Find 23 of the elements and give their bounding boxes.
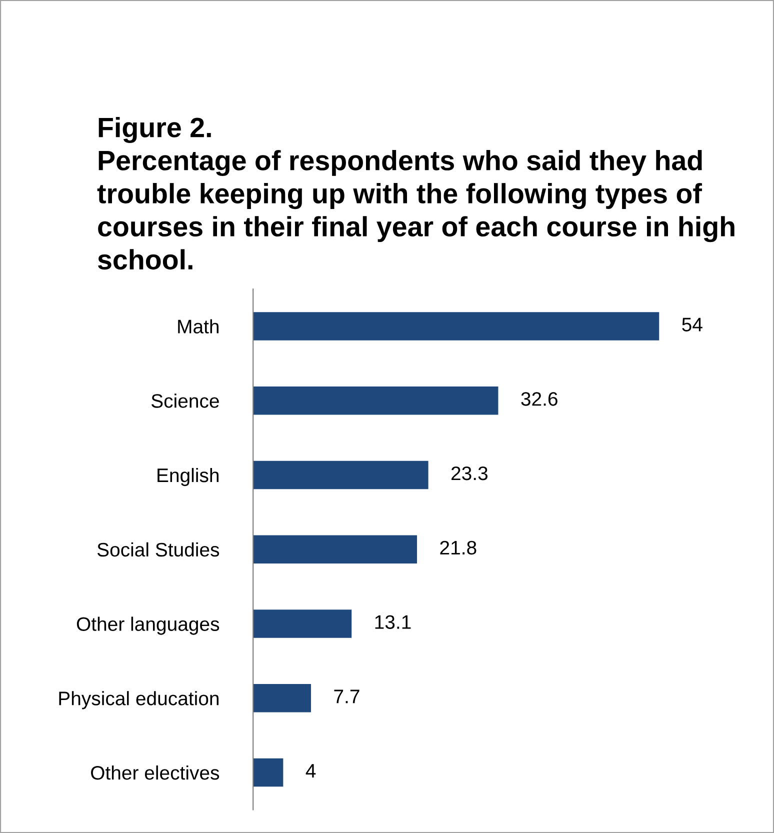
bar — [253, 386, 498, 415]
chart-subtitle: Percentage of respondents who said they had trouble keeping up with the following types of courses in their final year of each course in high school. — [97, 150, 734, 270]
y-tick-label: Math — [178, 319, 219, 334]
chart-title: Figure 2. — [98, 116, 211, 144]
y-tick-label: Physical education — [59, 691, 219, 710]
y-tick-label: Other languages — [76, 616, 220, 635]
bar — [253, 535, 418, 564]
bar — [253, 684, 311, 712]
y-tick-label: Science — [151, 394, 219, 408]
bar — [253, 460, 428, 490]
data-label: 54 — [682, 318, 702, 332]
bar — [253, 758, 284, 787]
data-label: 4 — [306, 764, 316, 778]
data-label: 7.7 — [334, 690, 360, 704]
y-tick-label: Other electives — [91, 765, 220, 780]
bar — [253, 312, 660, 340]
y-tick-label: Social Studies — [97, 542, 220, 557]
data-label: 13.1 — [375, 615, 411, 629]
data-label: 32.6 — [521, 392, 558, 406]
data-label: 21.8 — [440, 540, 476, 555]
data-label: 23.3 — [451, 466, 488, 480]
bar — [253, 610, 352, 638]
y-tick-label: English — [158, 468, 219, 486]
